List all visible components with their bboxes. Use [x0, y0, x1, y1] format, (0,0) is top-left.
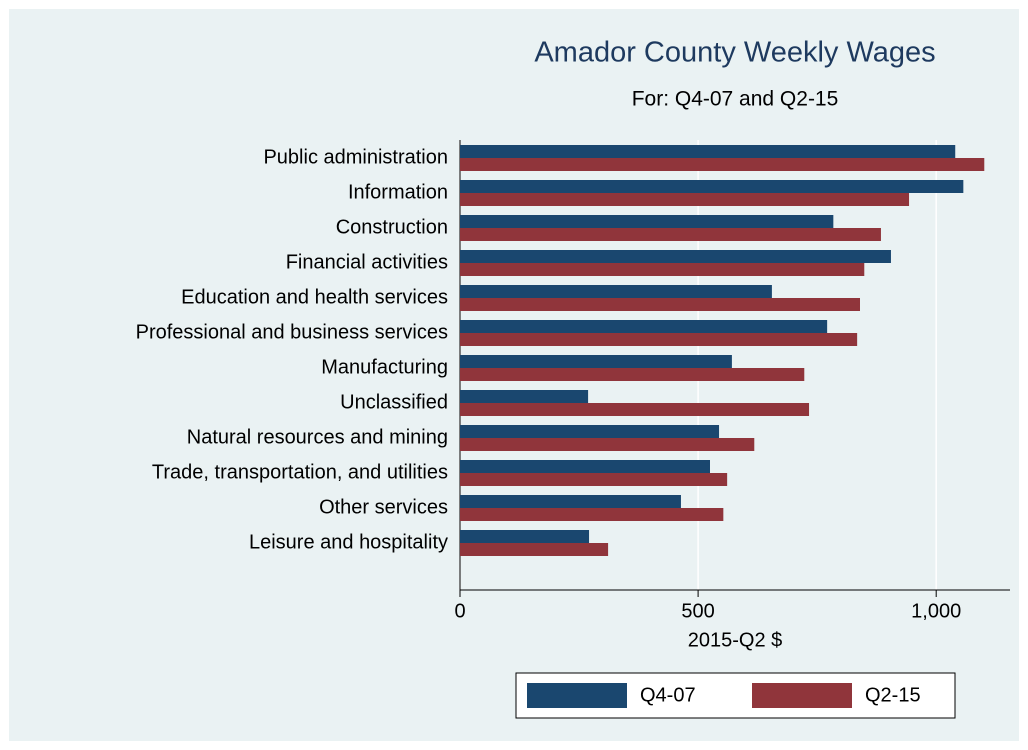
y-tick-label: Other services	[319, 496, 448, 518]
legend-label: Q4-07	[640, 684, 696, 706]
bar	[460, 368, 805, 381]
y-tick-label: Construction	[336, 216, 448, 238]
bar	[460, 333, 858, 346]
bar	[460, 298, 860, 311]
chart-subtitle: For: Q4-07 and Q2-15	[632, 88, 839, 111]
legend-label: Q2-15	[865, 684, 921, 706]
bar	[460, 193, 910, 206]
y-tick-label: Trade, transportation, and utilities	[152, 461, 448, 483]
bar	[460, 263, 865, 276]
chart-title: Amador County Weekly Wages	[534, 37, 935, 69]
y-tick-label: Information	[348, 181, 448, 203]
y-tick-label: Education and health services	[181, 286, 448, 308]
bar	[460, 250, 891, 263]
x-tick-label: 1,000	[911, 600, 961, 622]
x-axis-title: 2015-Q2 $	[688, 629, 783, 651]
y-tick-label: Manufacturing	[321, 356, 448, 378]
y-tick-label: Unclassified	[340, 391, 448, 413]
x-tick-label: 500	[681, 600, 714, 622]
bar	[460, 473, 728, 486]
y-tick-label: Natural resources and mining	[187, 426, 448, 448]
bar	[460, 543, 609, 556]
bar	[460, 390, 589, 403]
bar	[460, 508, 724, 521]
bar	[460, 495, 681, 508]
bar	[460, 158, 985, 171]
x-tick-label: 0	[454, 600, 465, 622]
bar	[460, 425, 720, 438]
bar	[460, 355, 732, 368]
bar	[460, 460, 710, 473]
y-tick-label: Professional and business services	[136, 321, 448, 343]
y-tick-label: Public administration	[263, 146, 448, 168]
bar	[460, 320, 828, 333]
legend-swatch	[527, 683, 627, 708]
bar	[460, 215, 834, 228]
bar	[460, 180, 964, 193]
bar	[460, 530, 590, 543]
bar	[460, 438, 755, 451]
bar	[460, 228, 881, 241]
bar	[460, 145, 956, 158]
y-tick-label: Leisure and hospitality	[249, 531, 448, 553]
bar	[460, 403, 810, 416]
bar	[460, 285, 772, 298]
y-tick-label: Financial activities	[286, 251, 448, 273]
legend-swatch	[752, 683, 852, 708]
